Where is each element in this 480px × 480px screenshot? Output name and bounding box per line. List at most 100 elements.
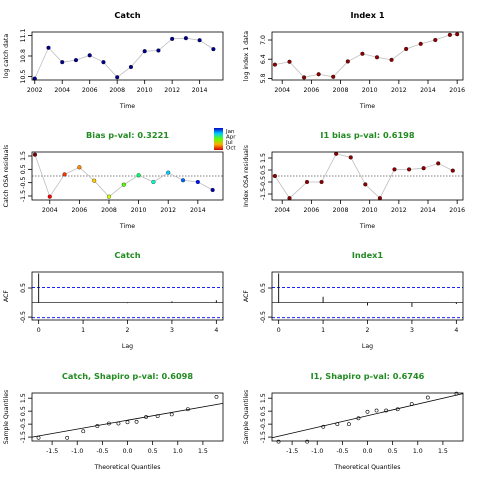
- catch-osa-ylabel: Catch OSA residuals: [3, 145, 10, 208]
- index-osa-ytick-label: -1.5: [260, 188, 267, 200]
- catch-osa-point: [106, 194, 112, 199]
- index-osa-point: [287, 196, 292, 201]
- index-osa-xtick-label: 2016: [449, 207, 465, 214]
- index-osa-point: [407, 167, 412, 172]
- catch-qq-title: Catch, Shapiro p-val: 0.6098: [62, 371, 193, 381]
- catch-osa-xtick-label: 2012: [160, 207, 176, 214]
- legend-month-jul: Jul: [225, 140, 233, 146]
- catch-qq-point: [81, 429, 86, 434]
- catch-osa-point: [47, 194, 52, 199]
- index-osa-ytick-label: -0.5: [260, 176, 267, 188]
- index-osa-xtick-label: 2012: [391, 207, 407, 214]
- catch-osa-xtick-label: 2006: [72, 207, 88, 214]
- index-osa-point: [436, 161, 441, 166]
- index-qq-ytick-label: -1.5: [260, 431, 267, 443]
- index-qq-point: [356, 416, 361, 421]
- catch-qq-point: [36, 435, 41, 440]
- catch-osa-xtick-label: 2010: [131, 207, 147, 214]
- index-osa-point: [334, 151, 339, 156]
- catch-osa-ytick-label: 1.5: [20, 151, 27, 161]
- catch-osa-xtick-label: 2008: [101, 207, 117, 214]
- index-qq-panel: I1, Shapiro p-val: 0.6746 -1.5 -1.0 -0.5 0.0…: [243, 371, 464, 471]
- catch-qq-xtick-label: 0.5: [148, 448, 158, 455]
- catch-osa-ytick-label: -0.5: [20, 177, 27, 189]
- catch-acf-xtick-label: 4: [214, 327, 218, 334]
- catch-acf-plot-frame: [31, 271, 224, 321]
- catch-osa-xtick-label: 2004: [42, 207, 58, 214]
- index-qq-xtick-label: 1.5: [438, 448, 448, 455]
- catch-series-xtick-label: 2002: [27, 87, 43, 94]
- catch-series-point: [156, 48, 161, 53]
- catch-series-ylabel: log catch data: [3, 34, 10, 78]
- legend-month-apr: Apr: [226, 135, 236, 141]
- index-series-point: [447, 32, 452, 37]
- catch-series-point: [211, 47, 216, 52]
- catch-series-title: Catch: [114, 10, 140, 20]
- index-acf-ylabel: ACF: [243, 290, 250, 302]
- index-series-point: [331, 74, 336, 79]
- index-osa-point: [377, 196, 382, 201]
- index-series-point: [404, 46, 409, 52]
- index-series-xlabel: Time: [359, 103, 375, 110]
- catch-acf-title: Catch: [114, 250, 140, 260]
- catch-series-xtick-label: 2012: [164, 87, 180, 94]
- index-osa-plot-frame: [271, 151, 464, 201]
- catch-osa-ytick-label: -1.5: [20, 190, 27, 202]
- catch-acf-ytick-label: -0.5: [20, 311, 27, 323]
- index-series-point: [433, 37, 438, 43]
- index-series-point: [316, 72, 321, 77]
- index-qq-point: [276, 439, 281, 444]
- index-series-point: [287, 59, 292, 64]
- index-series-xtick-label: 2014: [420, 87, 436, 94]
- catch-qq-point: [65, 435, 70, 440]
- index-qq-xlabel: Theoretical Quantiles: [334, 464, 401, 471]
- catch-series-point: [183, 36, 188, 41]
- catch-series-point: [142, 49, 147, 54]
- index-osa-xtick-label: 2008: [333, 207, 349, 214]
- catch-acf-xtick-label: 0: [37, 327, 41, 334]
- catch-osa-ytick-label: 0.5: [20, 164, 27, 174]
- catch-series-panel: Catch 2002 2004 2006 2008 2010 2012 2014 10.5 10.…: [3, 10, 224, 110]
- index-osa-xtick-label: 2014: [420, 207, 436, 214]
- index-qq-xtick-label: 0.0: [363, 448, 373, 455]
- index-qq-point: [395, 407, 400, 412]
- catch-osa-point: [166, 170, 171, 175]
- catch-qq-ytick-label: 0.5: [20, 406, 27, 416]
- catch-qq-ytick-label: -0.5: [20, 418, 27, 430]
- catch-qq-xtick-label: 0.0: [123, 448, 133, 455]
- catch-qq-panel: Catch, Shapiro p-val: 0.6098 -1.5 -1.0 -0.5…: [3, 371, 224, 471]
- index-acf-plot-frame: [271, 271, 464, 321]
- catch-qq-xlabel: Theoretical Quantiles: [94, 464, 161, 471]
- month-legend: Jan Apr Jul Oct: [214, 128, 236, 152]
- index-osa-point: [304, 179, 310, 185]
- legend-month-jan: Jan: [225, 129, 235, 135]
- catch-qq-point: [214, 394, 219, 399]
- index-acf-xtick-label: 3: [410, 327, 414, 334]
- catch-qq-ytick-label: -1.5: [20, 431, 27, 443]
- catch-acf-xtick-label: 3: [170, 327, 174, 334]
- catch-qq-point: [155, 414, 160, 418]
- catch-series-point: [87, 53, 92, 58]
- legend-month-oct: Oct: [226, 146, 236, 152]
- index-qq-point: [409, 402, 414, 406]
- index-acf-xtick-label: 0: [277, 327, 281, 334]
- catch-qq-point: [125, 420, 130, 425]
- index-osa-xtick-label: 2010: [362, 207, 378, 214]
- index-osa-ylabel: Index OSA residuals: [243, 145, 250, 207]
- index-acf-ytick-label: 0.5: [260, 283, 267, 293]
- catch-qq-point: [107, 421, 111, 426]
- index-qq-point: [374, 408, 379, 413]
- catch-series-point: [115, 75, 120, 80]
- catch-series-ytick-label: 10.5: [20, 70, 27, 84]
- index-qq-ytick-label: 0.5: [260, 406, 267, 416]
- index-qq-xtick-label: 1.0: [413, 448, 423, 455]
- index-acf-panel: Index1 0 1 2 3 4 -0.5 0.5 Lag ACF: [243, 250, 464, 350]
- index-osa-ytick-label: 1.5: [260, 153, 267, 163]
- index-series-xtick-label: 2010: [362, 87, 378, 94]
- index-qq-point: [454, 391, 459, 396]
- catch-acf-panel: Catch 0 1 2 3 4 -0.5 0.5 Lag ACF: [3, 250, 224, 350]
- catch-osa-point: [121, 182, 126, 187]
- catch-series-xtick-label: 2010: [137, 87, 153, 94]
- index-series-ytick-label: 7.0: [260, 35, 267, 45]
- index-qq-xtick-label: -1.0: [311, 448, 323, 455]
